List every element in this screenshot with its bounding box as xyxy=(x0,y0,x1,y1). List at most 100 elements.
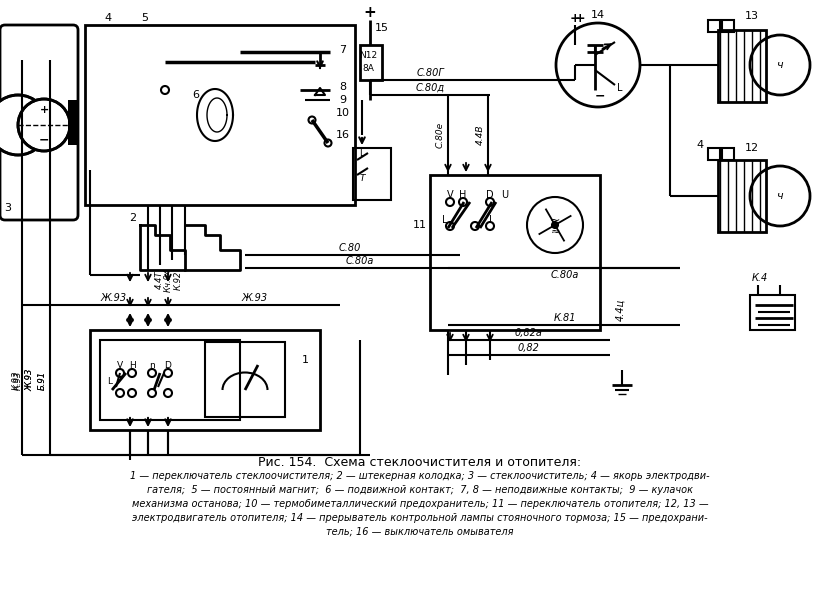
Circle shape xyxy=(161,86,169,94)
Bar xyxy=(708,148,720,160)
Text: ≈: ≈ xyxy=(550,227,559,237)
Text: Б.91: Б.91 xyxy=(38,371,46,390)
Circle shape xyxy=(308,117,316,124)
Text: 4.4Т: 4.4Т xyxy=(155,271,164,289)
Text: n: n xyxy=(150,361,155,369)
Text: L: L xyxy=(360,149,365,157)
Text: К.93: К.93 xyxy=(12,371,20,390)
Text: С.80д: С.80д xyxy=(416,83,444,93)
Text: +: + xyxy=(575,11,585,24)
Text: −: − xyxy=(39,134,50,146)
Text: 4: 4 xyxy=(696,140,704,150)
Text: L: L xyxy=(108,378,113,387)
Text: 3: 3 xyxy=(4,203,12,213)
Text: +: + xyxy=(364,5,376,20)
Text: D: D xyxy=(165,361,171,369)
Text: Ж.93: Ж.93 xyxy=(25,369,34,391)
Text: Ж.93: Ж.93 xyxy=(242,293,268,303)
Text: L: L xyxy=(442,215,448,225)
Text: 11: 11 xyxy=(413,220,427,230)
Text: механизма останова; 10 — термобиметаллический предохранитель; 11 — переключатель: механизма останова; 10 — термобиметаллич… xyxy=(132,499,708,509)
Text: Б.91: Б.91 xyxy=(38,371,46,390)
Text: L: L xyxy=(617,83,622,93)
Circle shape xyxy=(446,222,454,230)
Text: 4.4ц: 4.4ц xyxy=(615,299,625,321)
Bar xyxy=(430,175,600,330)
Text: Ж.93: Ж.93 xyxy=(100,293,126,303)
Text: 8: 8 xyxy=(339,82,347,92)
Circle shape xyxy=(552,222,558,228)
Text: 1 — переключатель стеклоочистителя; 2 — штекерная колодка; 3 — стеклоочиститель;: 1 — переключатель стеклоочистителя; 2 — … xyxy=(130,471,710,481)
Bar xyxy=(68,100,78,145)
Text: D: D xyxy=(486,190,494,200)
Text: гателя;  5 — постоянный магнит;  6 — подвижной контакт;  7, 8 — неподвижные конт: гателя; 5 — постоянный магнит; 6 — подви… xyxy=(147,485,693,495)
Text: К.4: К.4 xyxy=(752,273,768,283)
Circle shape xyxy=(486,198,494,206)
Text: Ж.93: Ж.93 xyxy=(25,369,34,391)
Text: 7: 7 xyxy=(339,45,347,55)
Text: С.80а: С.80а xyxy=(346,256,374,266)
Bar xyxy=(90,330,320,430)
Text: 9: 9 xyxy=(339,95,347,105)
Text: 0,82а: 0,82а xyxy=(514,328,542,338)
Bar xyxy=(353,148,391,200)
Bar xyxy=(722,148,734,160)
Circle shape xyxy=(486,222,494,230)
Bar xyxy=(750,295,795,330)
Bar xyxy=(708,20,720,32)
Bar xyxy=(722,20,734,32)
Text: 14: 14 xyxy=(591,10,605,20)
Text: 15: 15 xyxy=(375,23,389,33)
Circle shape xyxy=(164,389,172,397)
Circle shape xyxy=(164,369,172,377)
Text: ч: ч xyxy=(777,191,784,201)
Text: +: + xyxy=(570,11,580,24)
Text: 10: 10 xyxy=(336,108,350,118)
Text: 2: 2 xyxy=(129,213,137,223)
Text: 16: 16 xyxy=(336,130,350,140)
Text: 13: 13 xyxy=(745,11,759,21)
Text: 0,82: 0,82 xyxy=(517,343,539,353)
Circle shape xyxy=(18,99,70,151)
Text: H: H xyxy=(129,361,135,369)
Text: T: T xyxy=(360,173,365,182)
Text: 12: 12 xyxy=(745,143,759,153)
Text: 4: 4 xyxy=(104,13,112,23)
Text: К.92: К.92 xyxy=(174,271,182,289)
Bar xyxy=(100,340,240,420)
Circle shape xyxy=(324,140,332,146)
Bar xyxy=(718,30,766,102)
Text: 1: 1 xyxy=(302,355,308,365)
Circle shape xyxy=(116,369,124,377)
Text: электродвигатель отопителя; 14 — прерыватель контрольной лампы стояночного тормо: электродвигатель отопителя; 14 — прерыва… xyxy=(132,513,708,523)
Circle shape xyxy=(128,369,136,377)
Text: ~: ~ xyxy=(549,214,560,227)
Circle shape xyxy=(471,222,479,230)
Text: ч: ч xyxy=(777,60,784,70)
Bar xyxy=(360,45,382,80)
Text: 6: 6 xyxy=(192,90,200,100)
Bar xyxy=(85,25,355,205)
Text: Кч.94: Кч.94 xyxy=(164,268,172,292)
Text: С.80: С.80 xyxy=(339,243,361,253)
Text: 8А: 8А xyxy=(362,63,374,72)
Bar xyxy=(205,342,285,417)
Text: −: − xyxy=(595,89,606,102)
Circle shape xyxy=(116,389,124,397)
Text: 5: 5 xyxy=(141,13,149,23)
Text: U: U xyxy=(501,190,508,200)
Circle shape xyxy=(459,198,467,206)
Text: Рис. 154.  Схема стеклоочистителя и отопителя:: Рис. 154. Схема стеклоочистителя и отопи… xyxy=(259,455,581,468)
Bar xyxy=(718,160,766,232)
Circle shape xyxy=(446,198,454,206)
Text: +: + xyxy=(39,105,49,115)
Circle shape xyxy=(0,95,48,155)
Text: V: V xyxy=(117,361,123,369)
Text: H: H xyxy=(459,190,467,200)
Text: N12: N12 xyxy=(359,50,377,60)
Text: 4.4В: 4.4В xyxy=(475,125,485,145)
Text: С.80Г: С.80Г xyxy=(416,68,444,78)
Circle shape xyxy=(148,389,156,397)
Text: I: I xyxy=(489,215,491,225)
Text: К.93: К.93 xyxy=(13,371,23,390)
